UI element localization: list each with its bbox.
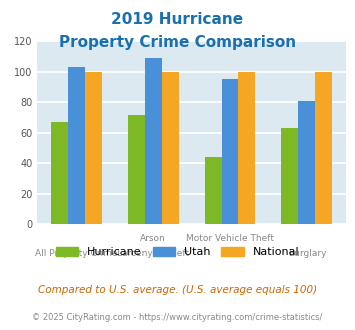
- Bar: [222, 80, 239, 224]
- Text: 2019 Hurricane: 2019 Hurricane: [111, 12, 244, 26]
- Legend: Hurricane, Utah, National: Hurricane, Utah, National: [51, 242, 304, 262]
- Bar: [205, 157, 222, 224]
- Bar: [128, 115, 145, 224]
- Text: Larceny & Theft: Larceny & Theft: [117, 249, 189, 258]
- Bar: [315, 72, 332, 224]
- Text: All Property Crime: All Property Crime: [35, 249, 117, 258]
- Bar: [68, 67, 85, 224]
- Bar: [85, 72, 102, 224]
- Bar: [282, 128, 298, 224]
- Text: Property Crime Comparison: Property Crime Comparison: [59, 35, 296, 50]
- Text: Arson: Arson: [140, 234, 166, 243]
- Text: Motor Vehicle Theft: Motor Vehicle Theft: [186, 234, 274, 243]
- Text: Compared to U.S. average. (U.S. average equals 100): Compared to U.S. average. (U.S. average …: [38, 285, 317, 295]
- Bar: [239, 72, 255, 224]
- Bar: [162, 72, 179, 224]
- Text: Burglary: Burglary: [288, 249, 327, 258]
- Text: © 2025 CityRating.com - https://www.cityrating.com/crime-statistics/: © 2025 CityRating.com - https://www.city…: [32, 314, 323, 322]
- Bar: [51, 122, 68, 224]
- Bar: [298, 101, 315, 224]
- Bar: [145, 58, 162, 224]
